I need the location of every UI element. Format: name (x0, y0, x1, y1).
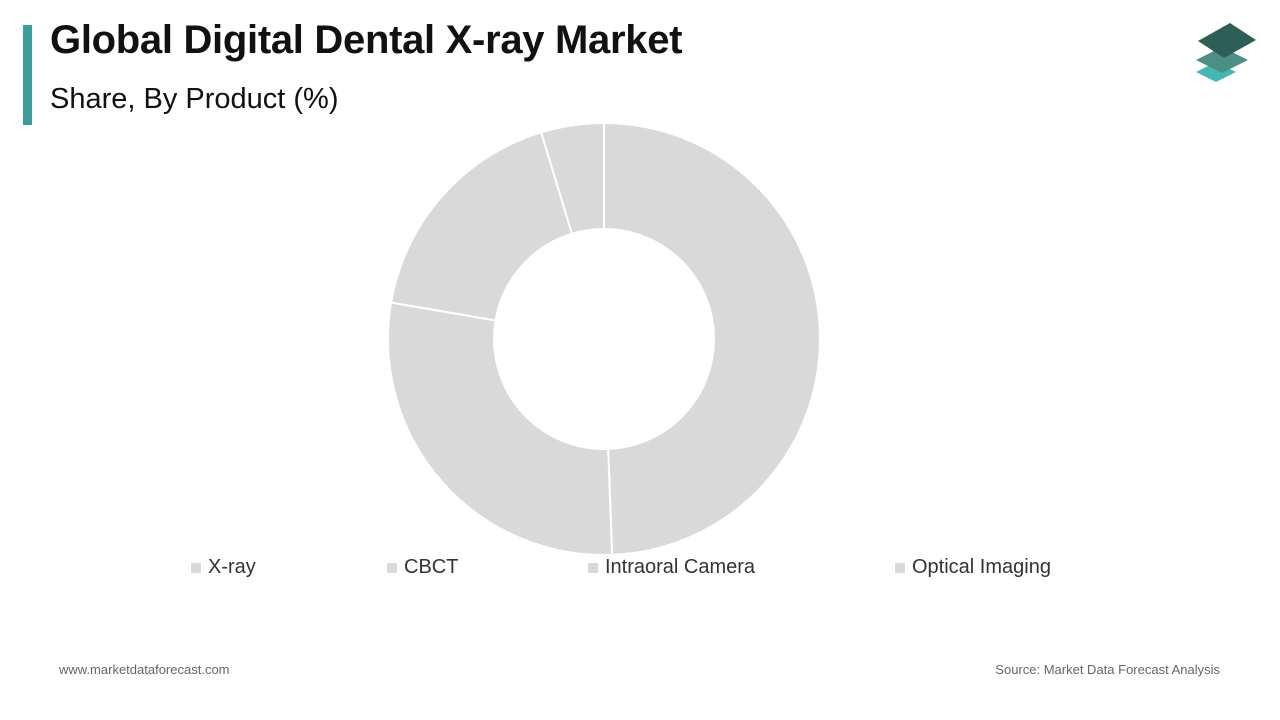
donut-slice-intraoral-camera (389, 131, 574, 322)
donut-slice-x-ray (603, 121, 821, 556)
legend-item-optical-imaging: Optical Imaging (895, 556, 1051, 579)
legend-label-intraoral-camera: Intraoral Camera (605, 556, 756, 578)
legend-item-cbct: CBCT (387, 556, 458, 579)
legend-swatch-cbct (387, 562, 397, 573)
legend-swatch-optical-imaging (895, 562, 905, 573)
logo-layer-top (1198, 23, 1256, 58)
logo-layer-middle (1196, 47, 1248, 73)
chart-legend: X-ray CBCT Intraoral Camera Optical Imag… (0, 556, 1280, 584)
chart-title: Global Digital Dental X-ray Market (50, 18, 683, 62)
legend-label-optical-imaging: Optical Imaging (912, 556, 1051, 578)
brand-logo-icon (1196, 23, 1256, 82)
donut-slice-optical-imaging (539, 121, 605, 236)
legend-label-xray: X-ray (208, 556, 256, 578)
footer-source: Source: Market Data Forecast Analysis (995, 662, 1220, 677)
legend-label-cbct: CBCT (404, 556, 459, 578)
title-accent-bar (23, 25, 32, 125)
chart-subtitle: Share, By Product (%) (50, 83, 339, 115)
legend-item-intraoral-camera: Intraoral Camera (588, 556, 755, 579)
legend-swatch-intraoral-camera (588, 562, 598, 573)
footer-website: www.marketdataforecast.com (59, 662, 230, 677)
donut-slice-cbct (387, 301, 614, 556)
legend-item-xray: X-ray (191, 556, 256, 579)
legend-swatch-xray (191, 562, 201, 573)
